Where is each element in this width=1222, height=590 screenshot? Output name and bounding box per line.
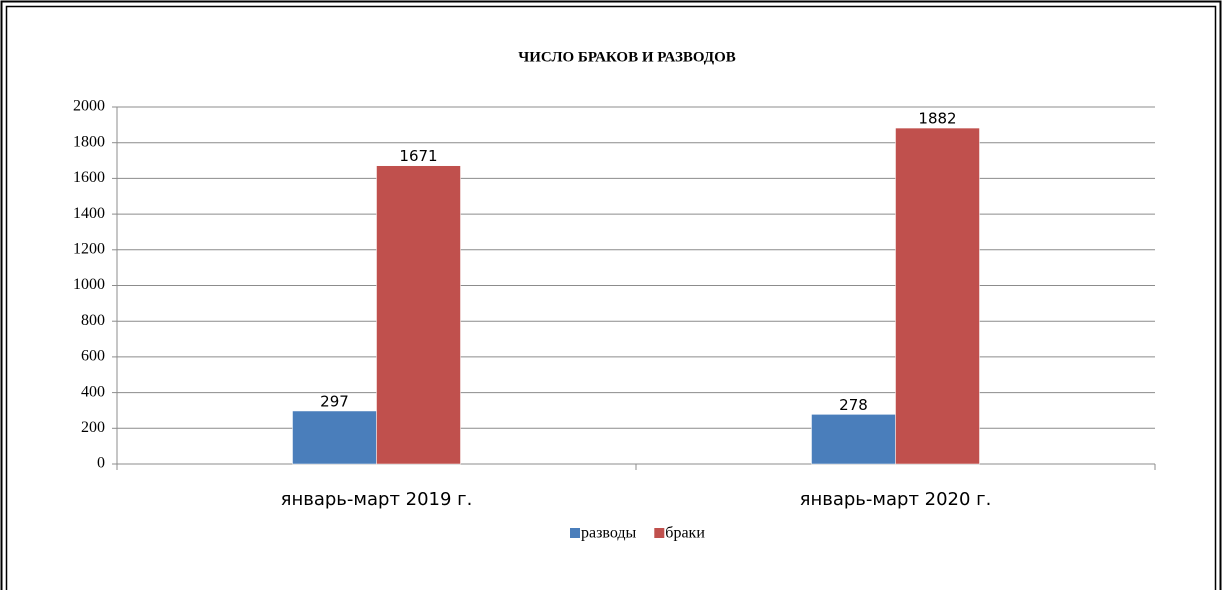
x-tick-label: январь-март 2019 г. [281,489,473,510]
y-tick-label: 1600 [73,169,105,186]
bar [376,165,461,465]
y-tick-label: 1800 [73,133,105,150]
y-tick-label: 1000 [73,276,105,293]
data-label: 1882 [918,110,956,128]
bar [292,410,377,465]
y-tick-label: 200 [81,419,105,436]
y-tick-label: 600 [81,348,105,365]
legend-swatch [570,528,580,538]
x-tick-label: январь-март 2020 г. [800,489,992,510]
y-tick-label: 400 [81,383,105,400]
bar [895,127,980,465]
legend-label: браки [665,525,705,542]
data-label: 278 [839,396,868,414]
y-tick-label: 1400 [73,205,105,222]
legend-label: разводы [581,525,637,542]
y-tick-label: 0 [97,455,105,472]
data-label: 1671 [399,147,437,165]
bar [811,414,896,465]
y-tick-label: 1200 [73,240,105,257]
y-tick-label: 2000 [73,98,105,115]
legend-swatch [654,528,665,538]
frame-inner [5,5,1217,590]
y-tick-label: 800 [81,312,105,329]
data-label: 297 [320,392,349,410]
chart-title: ЧИСЛО БРАКОВ И РАЗВОДОВ [518,49,736,65]
